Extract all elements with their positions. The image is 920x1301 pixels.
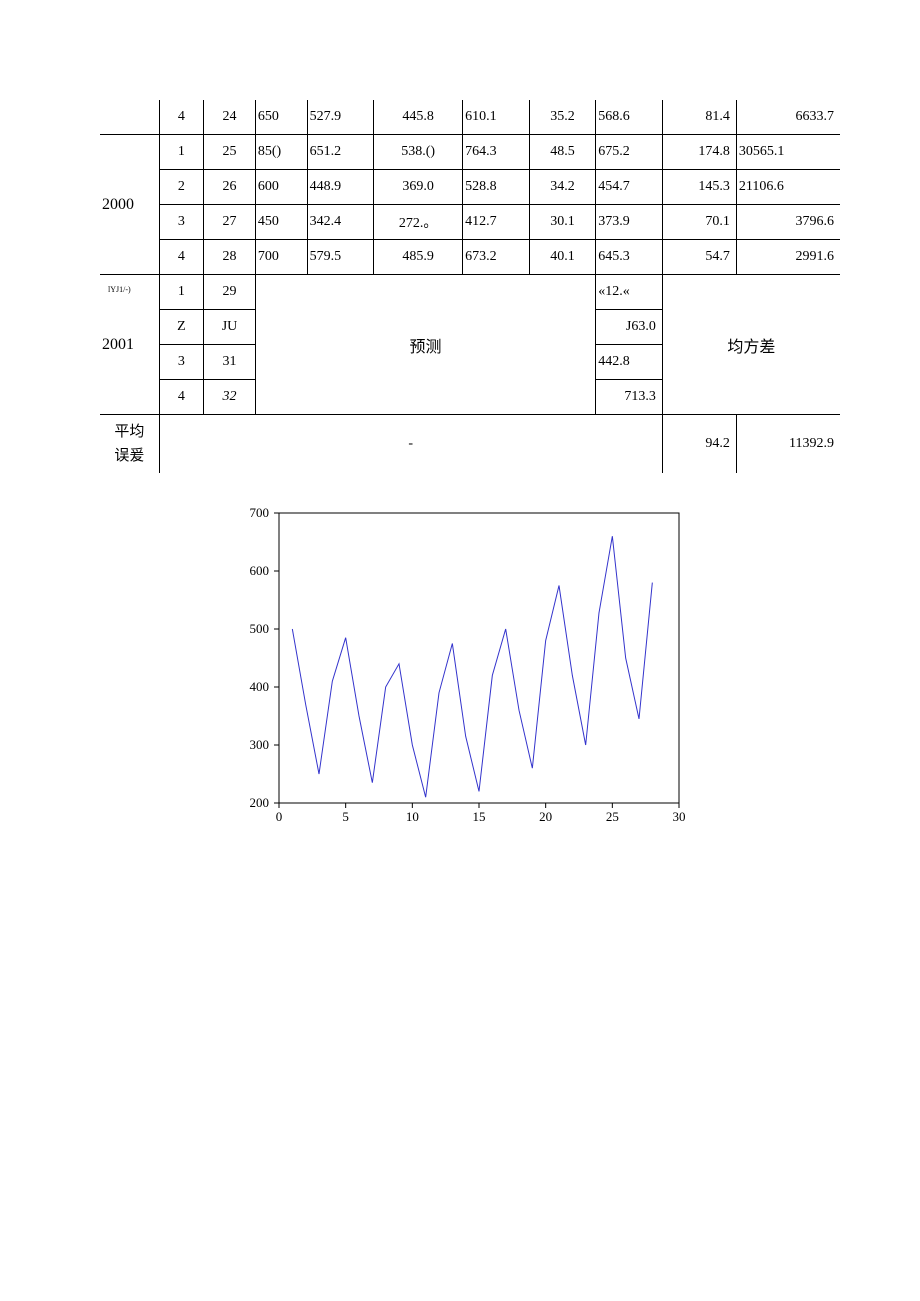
- cell: 764.3: [463, 135, 530, 170]
- cell: 81.4: [662, 100, 736, 135]
- svg-text:15: 15: [473, 809, 486, 824]
- cell: 3796.6: [736, 205, 840, 240]
- data-table: 4 24 650 527.9 445.8 610.1 35.2 568.6 81…: [100, 100, 840, 473]
- svg-text:25: 25: [606, 809, 619, 824]
- cell: 25: [204, 135, 256, 170]
- cell: 48.5: [529, 135, 596, 170]
- avg-error-label: 平均 误爰: [100, 415, 159, 474]
- cell: 3: [159, 205, 203, 240]
- avg-c10: 94.2: [662, 415, 736, 474]
- cell: 527.9: [307, 100, 374, 135]
- cell: 651.2: [307, 135, 374, 170]
- year-2001-sub: lYJ1/-): [108, 285, 131, 412]
- cell-blank: [100, 100, 159, 135]
- cell: 675.2: [596, 135, 663, 170]
- cell: 610.1: [463, 100, 530, 135]
- line-chart-svg: 200 300 400 500 600 700 0 5 10 15 20 25 30: [229, 503, 691, 833]
- svg-text:200: 200: [250, 795, 270, 810]
- cell: 6633.7: [736, 100, 840, 135]
- cell: Z: [159, 310, 203, 345]
- cell: 485.9: [374, 240, 463, 275]
- forecast-label: 预测: [255, 275, 595, 415]
- svg-text:10: 10: [406, 809, 419, 824]
- svg-text:500: 500: [250, 621, 270, 636]
- cell: 528.8: [463, 170, 530, 205]
- line-chart: 200 300 400 500 600 700 0 5 10 15 20 25 30: [229, 503, 691, 833]
- cell: J63.0: [596, 310, 663, 345]
- svg-text:300: 300: [250, 737, 270, 752]
- cell: 1: [159, 135, 203, 170]
- cell: 174.8: [662, 135, 736, 170]
- cell: 4: [159, 100, 203, 135]
- cell: 568.6: [596, 100, 663, 135]
- cell: 538.(): [374, 135, 463, 170]
- cell: 40.1: [529, 240, 596, 275]
- cell: 4: [159, 240, 203, 275]
- cell: 34.2: [529, 170, 596, 205]
- cell: «12.«: [596, 275, 663, 310]
- cell: 442.8: [596, 345, 663, 380]
- cell: 30565.1: [736, 135, 840, 170]
- cell: 31: [204, 345, 256, 380]
- cell: 85(): [255, 135, 307, 170]
- svg-text:700: 700: [250, 505, 270, 520]
- cell: 412.7: [463, 205, 530, 240]
- year-label-2000: 2000: [100, 135, 159, 275]
- cell: 373.9: [596, 205, 663, 240]
- cell: 54.7: [662, 240, 736, 275]
- cell: 21106.6: [736, 170, 840, 205]
- cell: 70.1: [662, 205, 736, 240]
- cell: 26: [204, 170, 256, 205]
- cell: 600: [255, 170, 307, 205]
- cell: 2: [159, 170, 203, 205]
- svg-text:5: 5: [342, 809, 349, 824]
- cell: 2991.6: [736, 240, 840, 275]
- svg-text:600: 600: [250, 563, 270, 578]
- cell: 369.0: [374, 170, 463, 205]
- cell: 673.2: [463, 240, 530, 275]
- svg-text:400: 400: [250, 679, 270, 694]
- cell: 700: [255, 240, 307, 275]
- cell: 454.7: [596, 170, 663, 205]
- cell: 35.2: [529, 100, 596, 135]
- cell: 24: [204, 100, 256, 135]
- cell: 650: [255, 100, 307, 135]
- cell: 645.3: [596, 240, 663, 275]
- avg-label-1: 平均: [114, 424, 144, 440]
- avg-dash: -: [159, 415, 662, 474]
- svg-text:30: 30: [673, 809, 686, 824]
- cell: 445.8: [374, 100, 463, 135]
- cell: 145.3: [662, 170, 736, 205]
- cell: 450: [255, 205, 307, 240]
- cell: 342.4: [307, 205, 374, 240]
- cell: 30.1: [529, 205, 596, 240]
- cell: JU: [204, 310, 256, 345]
- cell: 4: [159, 380, 203, 415]
- avg-label-2: 误爰: [114, 448, 144, 464]
- cell: 29: [204, 275, 256, 310]
- avg-c11: 11392.9: [736, 415, 840, 474]
- svg-text:20: 20: [539, 809, 552, 824]
- cell: 28: [204, 240, 256, 275]
- svg-text:0: 0: [276, 809, 283, 824]
- variance-label: 均方差: [662, 275, 840, 415]
- year-label-2001: 2001 lYJ1/-): [100, 275, 159, 415]
- cell: 579.5: [307, 240, 374, 275]
- cell: 1: [159, 275, 203, 310]
- cell: 3: [159, 345, 203, 380]
- cell: 32: [204, 380, 256, 415]
- cell: 27: [204, 205, 256, 240]
- cell: 713.3: [596, 380, 663, 415]
- cell: 272.。: [374, 205, 463, 240]
- cell: 448.9: [307, 170, 374, 205]
